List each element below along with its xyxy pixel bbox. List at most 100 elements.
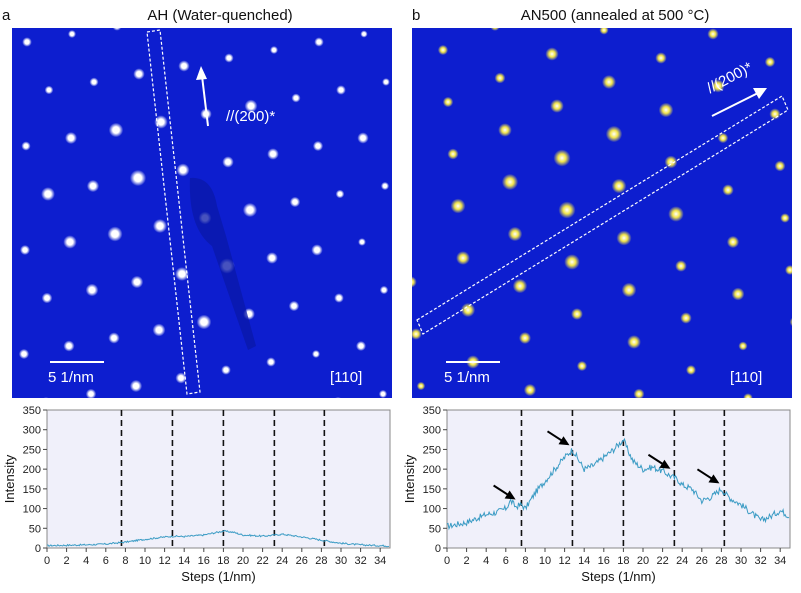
intensity-profile-line bbox=[446, 437, 790, 531]
diffraction-spot bbox=[789, 317, 792, 327]
diffraction-spot bbox=[336, 85, 346, 95]
diffraction-spot bbox=[416, 381, 426, 391]
diffraction-spot bbox=[442, 96, 454, 108]
x-tick-label: 8 bbox=[122, 555, 128, 567]
diffraction-spot bbox=[153, 219, 167, 233]
x-tick-label: 22 bbox=[256, 555, 268, 567]
x-tick-label: 14 bbox=[578, 555, 590, 567]
profile-box-a bbox=[146, 29, 201, 395]
y-tick-label: 0 bbox=[35, 543, 41, 555]
diffraction-spot bbox=[512, 278, 528, 294]
diffraction-spot bbox=[605, 125, 623, 143]
scale-label-b: 5 1/nm bbox=[444, 369, 490, 386]
y-tick-label: 0 bbox=[435, 543, 441, 555]
scale-bar-b bbox=[446, 361, 500, 363]
diffraction-spot bbox=[335, 189, 345, 199]
diffraction-spot bbox=[571, 308, 583, 320]
diffraction-spot bbox=[616, 230, 632, 246]
diffraction-spot bbox=[360, 30, 368, 38]
y-axis-label: Intensity bbox=[2, 454, 17, 503]
diffraction-spot bbox=[633, 388, 645, 398]
diffraction-spot bbox=[545, 47, 559, 61]
diffraction-spot bbox=[621, 282, 637, 298]
x-tick-label: 4 bbox=[483, 555, 489, 567]
scale-bar-a bbox=[50, 361, 104, 363]
diffraction-spot bbox=[18, 348, 30, 360]
diffraction-spot bbox=[412, 328, 422, 340]
diffraction-spot bbox=[267, 148, 279, 160]
plot-area bbox=[446, 409, 791, 549]
diffraction-spot bbox=[550, 99, 564, 113]
diffraction-spot bbox=[129, 379, 143, 393]
diffraction-spot bbox=[731, 287, 745, 301]
panel-a-letter: a bbox=[2, 7, 11, 24]
diffraction-spot bbox=[291, 93, 301, 103]
x-tick-label: 26 bbox=[696, 555, 708, 567]
x-tick-label: 12 bbox=[558, 555, 570, 567]
diffraction-spot bbox=[707, 28, 719, 40]
diffraction-spot bbox=[312, 350, 320, 358]
x-tick-label: 34 bbox=[374, 555, 386, 567]
diffraction-spot bbox=[664, 155, 678, 169]
panel-b-letter: b bbox=[412, 7, 421, 24]
x-tick-label: 24 bbox=[676, 555, 688, 567]
diffraction-spot bbox=[289, 196, 301, 208]
diffraction-spot bbox=[44, 85, 54, 95]
diffraction-pattern-a-svg bbox=[18, 28, 390, 398]
diffraction-spot bbox=[611, 178, 627, 194]
diffraction-spot bbox=[133, 68, 145, 80]
diffraction-spot bbox=[437, 44, 449, 56]
x-tick-label: 14 bbox=[178, 555, 190, 567]
y-tick-label: 50 bbox=[29, 523, 41, 535]
diffraction-spot bbox=[311, 244, 323, 256]
diffraction-spot bbox=[680, 312, 692, 324]
diffraction-spot bbox=[686, 365, 696, 375]
diffraction-spot bbox=[564, 254, 580, 270]
panel-b-title: AN500 (annealed at 500 °C) bbox=[520, 7, 710, 24]
peak-arrowhead bbox=[504, 490, 516, 500]
diffraction-spot bbox=[334, 396, 342, 398]
x-tick-label: 6 bbox=[103, 555, 109, 567]
diffraction-spot bbox=[655, 52, 667, 64]
diffraction-spot bbox=[456, 251, 470, 265]
diffraction-spot bbox=[627, 335, 641, 349]
diffraction-spot bbox=[85, 388, 97, 398]
diffraction-spot bbox=[380, 181, 390, 191]
diffraction-spot bbox=[711, 79, 725, 93]
diffraction-spot bbox=[507, 226, 523, 242]
x-tick-label: 2 bbox=[64, 555, 70, 567]
x-tick-label: 10 bbox=[539, 555, 551, 567]
diffraction-spot bbox=[785, 265, 792, 275]
diffraction-spot bbox=[21, 141, 31, 151]
beam-stopper bbox=[189, 177, 256, 350]
y-tick-label: 350 bbox=[423, 405, 441, 417]
diffraction-spot bbox=[602, 75, 616, 89]
diffraction-spot bbox=[599, 28, 609, 35]
y-tick-label: 50 bbox=[429, 523, 441, 535]
x-tick-label: 16 bbox=[598, 555, 610, 567]
diffraction-spot bbox=[20, 245, 30, 255]
diffraction-spot bbox=[242, 202, 258, 218]
y-tick-label: 150 bbox=[23, 484, 41, 496]
x-axis-label: Steps (1/nm) bbox=[581, 569, 655, 584]
diffraction-spot bbox=[460, 302, 476, 318]
diffraction-spot bbox=[108, 332, 120, 344]
diffraction-spot bbox=[270, 46, 278, 54]
x-tick-label: 20 bbox=[237, 555, 249, 567]
diffraction-spot bbox=[553, 149, 571, 167]
x-tick-label: 8 bbox=[522, 555, 528, 567]
diffraction-spot bbox=[175, 372, 187, 384]
x-tick-label: 6 bbox=[503, 555, 509, 567]
diffraction-spot bbox=[63, 340, 75, 352]
zone-axis-a: [110] bbox=[330, 369, 363, 386]
x-tick-label: 28 bbox=[715, 555, 727, 567]
diffraction-spot bbox=[222, 156, 234, 168]
diffraction-spot bbox=[266, 252, 278, 264]
diffraction-spot bbox=[129, 169, 147, 187]
diffraction-spot bbox=[86, 179, 100, 193]
x-tick-label: 32 bbox=[754, 555, 766, 567]
diffraction-spot bbox=[558, 201, 576, 219]
x-tick-label: 0 bbox=[444, 555, 450, 567]
diffraction-spot bbox=[152, 323, 166, 337]
